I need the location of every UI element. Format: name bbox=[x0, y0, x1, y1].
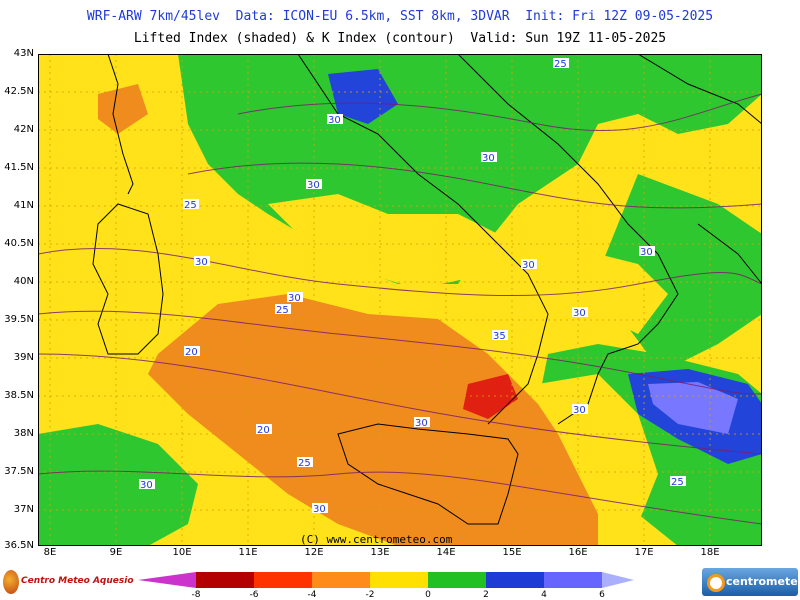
blue-region-north bbox=[328, 69, 398, 124]
lon-label: 14E bbox=[436, 547, 456, 558]
lat-label: 41N bbox=[13, 200, 34, 211]
lat-label: 37.5N bbox=[4, 466, 34, 477]
yellow-region-central bbox=[268, 194, 498, 289]
lightblue-region-ionian bbox=[648, 382, 738, 434]
graticule bbox=[38, 54, 762, 546]
colorbar bbox=[138, 572, 634, 588]
contour-label: 35 bbox=[493, 331, 506, 342]
contour-label: 25 bbox=[671, 477, 684, 488]
contour-label: 25 bbox=[184, 200, 197, 211]
coast-italy-west bbox=[297, 54, 549, 425]
colorbar-arrow-left bbox=[138, 572, 196, 588]
colorbar-cell bbox=[544, 572, 602, 588]
colorbar-cell bbox=[486, 572, 544, 588]
lat-label: 37N bbox=[13, 504, 34, 515]
contour-label: 30 bbox=[640, 247, 653, 258]
k-contour bbox=[38, 470, 762, 525]
k-contour bbox=[38, 248, 762, 297]
colorbar-tick: 6 bbox=[599, 590, 605, 600]
lat-label: 40.5N bbox=[4, 238, 34, 249]
lon-label: 15E bbox=[502, 547, 522, 558]
contour-label: 30 bbox=[573, 405, 586, 416]
header-line-2: Lifted Index (shaded) & K Index (contour… bbox=[133, 31, 667, 46]
contour-label: 25 bbox=[276, 305, 289, 316]
colorbar-tick: 0 bbox=[425, 590, 431, 600]
lon-label: 18E bbox=[700, 547, 720, 558]
lon-label: 8E bbox=[43, 547, 57, 558]
logo-left-text: Centro Meteo Aquesio bbox=[21, 576, 134, 586]
k-index-contours bbox=[38, 93, 762, 525]
coastlines bbox=[92, 54, 762, 525]
coast-corsica bbox=[107, 54, 134, 195]
yellow-region-south-adriatic bbox=[598, 254, 668, 334]
coast-italy-east bbox=[457, 54, 679, 425]
lat-label: 38.5N bbox=[4, 390, 34, 401]
logo-centrometeo: centrometeo bbox=[702, 568, 800, 596]
k-contour bbox=[187, 162, 762, 209]
contour-label: 30 bbox=[415, 418, 428, 429]
lat-label: 38N bbox=[13, 428, 34, 439]
logo-right-text: centrometeo bbox=[726, 575, 800, 588]
contour-label: 25 bbox=[298, 458, 311, 469]
lon-label: 9E bbox=[109, 547, 123, 558]
contour-label: 30 bbox=[328, 115, 341, 126]
contour-label: 30 bbox=[482, 153, 495, 164]
colorbar-tick: -6 bbox=[249, 590, 259, 600]
lat-label: 43N bbox=[13, 48, 34, 59]
contour-labels: 25 30 30 30 25 30 30 30 25 30 30 35 20 2… bbox=[139, 58, 686, 515]
lon-label: 10E bbox=[172, 547, 192, 558]
colorbar-cell bbox=[370, 572, 428, 588]
coast-greece bbox=[697, 223, 762, 285]
colorbar-cell bbox=[196, 572, 254, 588]
green-region-southwest bbox=[38, 424, 198, 546]
orange-region-north-sardinia bbox=[98, 84, 148, 134]
lat-label: 41.5N bbox=[4, 162, 34, 173]
contour-label: 30 bbox=[313, 504, 326, 515]
sun-logo-icon bbox=[3, 570, 19, 594]
header-line-1: WRF-ARW 7km/45lev Data: ICON-EU 6.5km, S… bbox=[86, 9, 714, 24]
contour-label: 25 bbox=[554, 59, 567, 70]
colorbar-cell bbox=[254, 572, 312, 588]
contour-label: 20 bbox=[257, 425, 270, 436]
colorbar-tick: 4 bbox=[541, 590, 547, 600]
colorbar-tick: -8 bbox=[191, 590, 201, 600]
copyright-credit: (C) www.centrometeo.com bbox=[300, 533, 453, 546]
lat-label: 42N bbox=[13, 124, 34, 135]
k-contour bbox=[237, 93, 762, 132]
map-panel: 25 30 30 30 25 30 30 30 25 30 30 35 20 2… bbox=[38, 54, 762, 546]
lat-label: 40N bbox=[13, 276, 34, 287]
lon-label: 16E bbox=[568, 547, 588, 558]
colorbar-cell bbox=[312, 572, 370, 588]
coast-balkans bbox=[637, 54, 762, 125]
coast-sicily bbox=[337, 423, 519, 525]
lon-label: 13E bbox=[370, 547, 390, 558]
ring-logo-icon bbox=[707, 574, 725, 592]
colorbar-cell bbox=[428, 572, 486, 588]
contour-label: 30 bbox=[288, 293, 301, 304]
lon-label: 17E bbox=[634, 547, 654, 558]
lon-label: 11E bbox=[238, 547, 258, 558]
colorbar-arrow-right bbox=[602, 572, 634, 588]
colorbar-tick: 2 bbox=[483, 590, 489, 600]
colorbar-tick: -4 bbox=[307, 590, 317, 600]
contour-label: 30 bbox=[195, 257, 208, 268]
orange-region-south bbox=[148, 294, 598, 546]
lat-label: 36.5N bbox=[4, 540, 34, 551]
coast-sardinia bbox=[92, 203, 164, 355]
lat-label: 42.5N bbox=[4, 86, 34, 97]
contour-label: 20 bbox=[185, 347, 198, 358]
contour-label: 30 bbox=[573, 308, 586, 319]
logo-centro-meteo-aquesio: Centro Meteo Aquesio bbox=[3, 568, 134, 596]
k-contour bbox=[38, 310, 762, 395]
contour-label: 30 bbox=[307, 180, 320, 191]
lon-label: 12E bbox=[304, 547, 324, 558]
contour-label: 30 bbox=[522, 260, 535, 271]
lat-label: 39.5N bbox=[4, 314, 34, 325]
colorbar-tick: -2 bbox=[365, 590, 375, 600]
k-contour bbox=[38, 353, 762, 455]
map-frame bbox=[38, 54, 762, 546]
contour-label: 30 bbox=[140, 480, 153, 491]
lat-label: 39N bbox=[13, 352, 34, 363]
